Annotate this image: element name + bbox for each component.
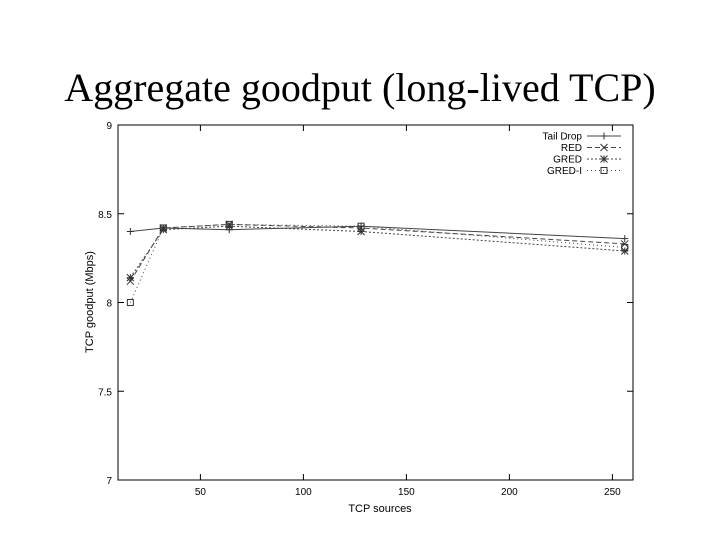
x-tick-label: 250 [604,487,621,498]
series-line-gred [129,225,625,278]
y-tick-label: 8.5 [98,210,112,221]
data-point-gred-i [159,224,167,232]
series-line-gred-i [129,223,625,303]
y-tick-label: 7.5 [98,387,112,398]
data-point-gred [126,273,135,282]
x-axis-label: TCP sources [348,503,412,515]
axis-ticks: 7 7.5 8 8.5 9 50 100 150 200 250 [98,121,633,498]
y-tick-label: 8 [106,299,112,310]
series-layer [126,220,629,306]
data-point-red [620,240,629,248]
x-tick-label: 100 [295,487,312,498]
data-point-gred [225,222,234,231]
data-point-tail-drop [621,235,629,243]
legend-label-tail-drop: Tail Drop [543,132,583,143]
legend-label-gred-i: GRED-I [547,166,582,177]
slide-title: Aggregate goodput (long-lived TCP) [64,65,656,110]
legend-marker-gred-i [600,167,608,174]
data-point-gred-i [225,220,233,228]
legend-label-red: RED [561,143,582,154]
data-point-red [357,224,365,232]
data-point-gred [159,225,168,234]
data-point-gred-i [357,222,365,230]
data-point-gred-i [126,299,134,306]
data-point-gred-i [621,243,629,251]
x-tick-label: 200 [501,487,518,498]
data-point-gred [620,247,629,255]
data-point-red [126,277,135,286]
legend-marker-tail-drop [600,132,608,140]
legend-marker-gred [600,155,608,163]
y-axis-label: TCP goodput (Mbps) [84,251,96,353]
x-tick-label: 50 [195,487,207,498]
plot-frame [117,124,634,481]
legend-marker-red [600,143,608,152]
x-tick-label: 150 [398,487,415,498]
legend-label-gred: GRED [553,155,582,166]
y-tick-label: 7 [106,476,112,487]
y-tick-label: 9 [106,121,112,132]
data-point-tail-drop [126,228,134,235]
